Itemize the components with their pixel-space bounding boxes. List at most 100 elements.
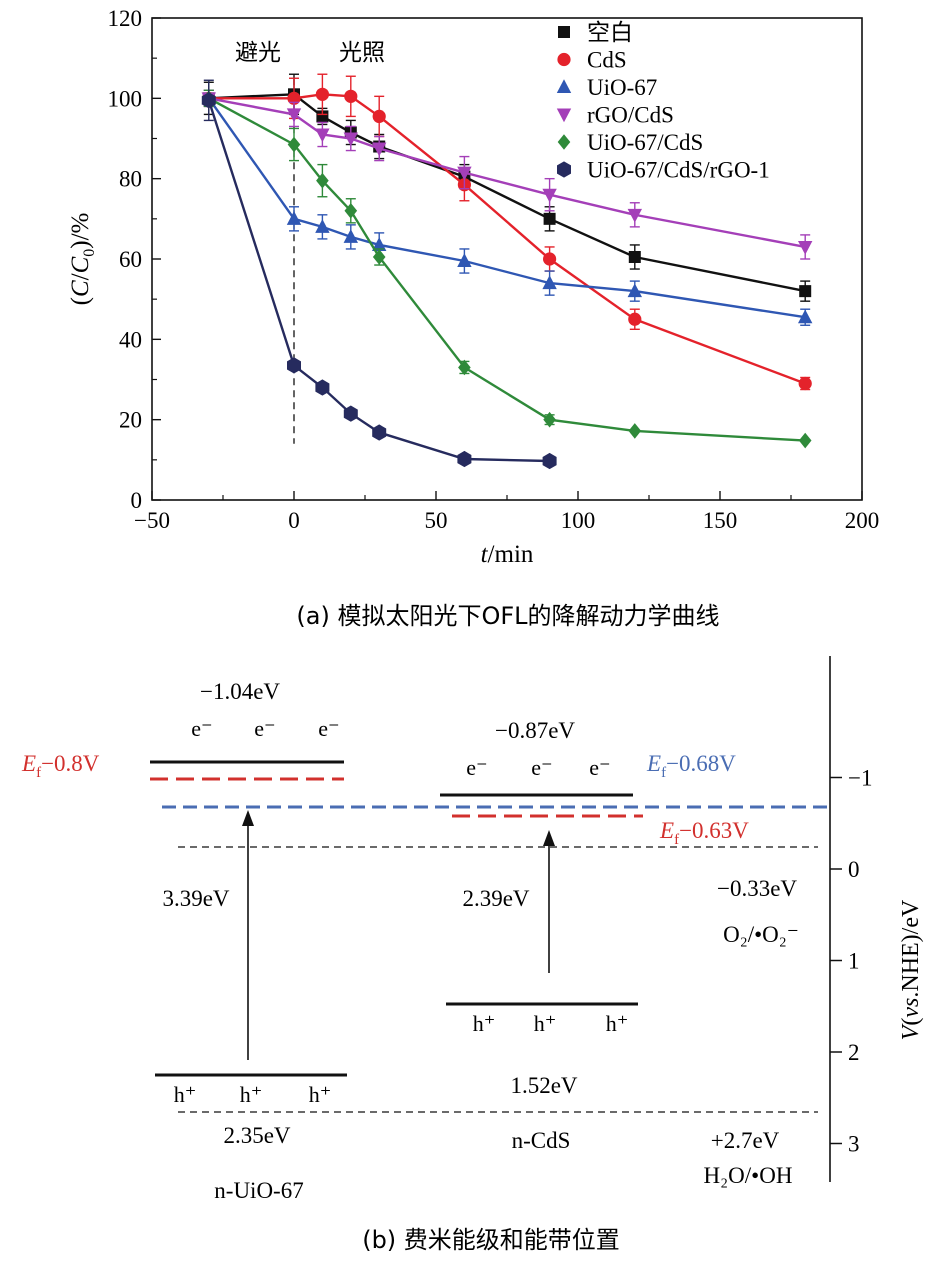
annotation-light: 光照 — [339, 40, 385, 66]
potential-tick-label: 3 — [848, 1132, 860, 1157]
uio-electron-1: e⁻ — [191, 716, 212, 741]
potential-tick-label: 1 — [848, 949, 860, 974]
legend-label: CdS — [587, 48, 627, 73]
uio-arrow-head-icon — [242, 810, 254, 826]
series-line — [208, 93, 806, 385]
cds-hole-1: h⁺ — [473, 1011, 496, 1036]
cds-name: n-CdS — [512, 1128, 571, 1153]
o2-potential-label: −0.33eV — [717, 876, 797, 901]
marker-hexagon-icon — [557, 161, 571, 178]
marker-diamond-icon — [344, 203, 358, 219]
marker-hexagon-icon — [201, 92, 216, 109]
marker-square-icon — [799, 285, 812, 298]
marker-triangle-up-icon — [556, 79, 572, 93]
marker-circle-icon — [287, 91, 301, 105]
legend-label: rGO/CdS — [587, 103, 674, 128]
legend-label: UiO-67/CdS/rGO-1 — [587, 158, 770, 183]
oh-couple-label: H₂O/•OH — [704, 1163, 793, 1188]
y-tick-label: 40 — [119, 327, 142, 352]
series-UiO-67/CdS/rGO-1 — [201, 79, 557, 470]
marker-triangle-up-icon — [372, 237, 387, 251]
y-tick-label: 120 — [108, 6, 143, 31]
legend-label: UiO-67/CdS — [587, 130, 703, 155]
marker-triangle-down-icon — [457, 166, 472, 181]
cds-electron-3: e⁻ — [589, 755, 610, 780]
o2-couple-label: O₂/•O₂⁻ — [723, 922, 799, 947]
marker-circle-icon — [344, 89, 358, 103]
marker-square-icon — [316, 110, 329, 123]
marker-circle-icon — [798, 376, 812, 391]
marker-diamond-icon — [287, 136, 301, 153]
marker-circle-icon — [543, 252, 557, 266]
y-tick-label: 0 — [131, 488, 143, 513]
marker-diamond-icon — [316, 172, 329, 189]
y-axis-label: (C/C0)/% — [67, 213, 98, 306]
x-tick-label: 100 — [561, 508, 596, 533]
marker-diamond-icon — [458, 359, 471, 376]
cds-electron-2: e⁻ — [531, 755, 552, 780]
potential-tick-label: 2 — [848, 1040, 860, 1065]
potential-tick-label: −1 — [848, 766, 872, 791]
y-tick-label: 100 — [108, 86, 143, 111]
marker-hexagon-icon — [372, 424, 387, 441]
marker-hexagon-icon — [315, 379, 330, 396]
y-tick-label: 80 — [119, 167, 142, 192]
x-axis-label: t/min — [481, 541, 534, 568]
x-axis: −50 0 50 100 150 200 — [134, 491, 879, 533]
marker-circle-icon — [557, 52, 571, 67]
uio-hole-1: h⁺ — [174, 1082, 197, 1107]
marker-triangle-down-icon — [343, 132, 358, 147]
uio-hole-3: h⁺ — [309, 1082, 332, 1107]
marker-diamond-icon — [798, 432, 812, 449]
plot-frame — [151, 17, 863, 501]
cds-hole-3: h⁺ — [606, 1011, 629, 1036]
marker-diamond-icon — [628, 423, 642, 439]
marker-triangle-down-icon — [798, 240, 813, 255]
marker-circle-icon — [372, 109, 386, 124]
marker-triangle-up-icon — [798, 309, 813, 324]
marker-diamond-icon — [543, 411, 556, 428]
marker-triangle-up-icon — [286, 211, 302, 225]
uio-cb-label: −1.04eV — [200, 679, 280, 704]
marker-circle-icon — [628, 312, 642, 326]
cds-fermi-label: Ef−0.63V — [659, 818, 749, 848]
x-tick-label: 50 — [425, 508, 448, 533]
x-tick-label: 150 — [703, 508, 738, 533]
legend-label: 空白 — [587, 20, 633, 46]
marker-square-icon — [628, 250, 641, 263]
annotation-dark: 避光 — [235, 40, 281, 66]
cds-bands: −0.87eV e⁻ e⁻ e⁻ Ef−0.63V Ef−0.68V 2.39e… — [440, 718, 749, 1153]
marker-circle-icon — [315, 87, 329, 101]
uio67-bands: −1.04eV e⁻ e⁻ e⁻ Ef−0.8V 3.39eV h⁺ h⁺ h⁺… — [21, 679, 347, 1203]
marker-hexagon-icon — [542, 452, 557, 470]
caption-b: (b) 费米能级和能带位置 — [362, 1226, 620, 1254]
marker-triangle-down-icon — [556, 108, 572, 123]
combined-fermi-label: Ef−0.68V — [646, 751, 736, 781]
uio-vb-label: 2.35eV — [223, 1123, 290, 1148]
uio-name: n-UiO-67 — [214, 1178, 303, 1203]
series-line — [208, 97, 806, 442]
marker-diamond-icon — [557, 134, 571, 150]
cds-hole-2: h⁺ — [534, 1011, 557, 1036]
marker-hexagon-icon — [287, 357, 301, 374]
uio-electron-2: e⁻ — [254, 716, 275, 741]
uio-gap-label: 3.39eV — [162, 886, 229, 911]
panel-b: −1 0 1 2 3 V(vs.NHE)/eV −1.04eV e⁻ e⁻ e⁻ Ef−… — [21, 656, 924, 1254]
legend-label: UiO-67 — [587, 75, 657, 100]
marker-hexagon-icon — [343, 405, 358, 422]
oh-potential-label: +2.7eV — [711, 1128, 780, 1153]
marker-triangle-up-icon — [627, 283, 642, 298]
y-tick-label: 60 — [119, 247, 142, 272]
marker-diamond-icon — [372, 249, 386, 265]
uio-fermi-label: Ef−0.8V — [21, 751, 100, 781]
marker-triangle-down-icon — [372, 142, 387, 157]
series-line — [207, 97, 806, 319]
cds-arrow-head-icon — [543, 830, 555, 846]
marker-triangle-down-icon — [286, 108, 302, 123]
uio-electron-3: e⁻ — [318, 716, 339, 741]
x-tick-label: 0 — [288, 508, 300, 533]
marker-hexagon-icon — [457, 450, 472, 468]
uio-hole-2: h⁺ — [240, 1082, 263, 1107]
